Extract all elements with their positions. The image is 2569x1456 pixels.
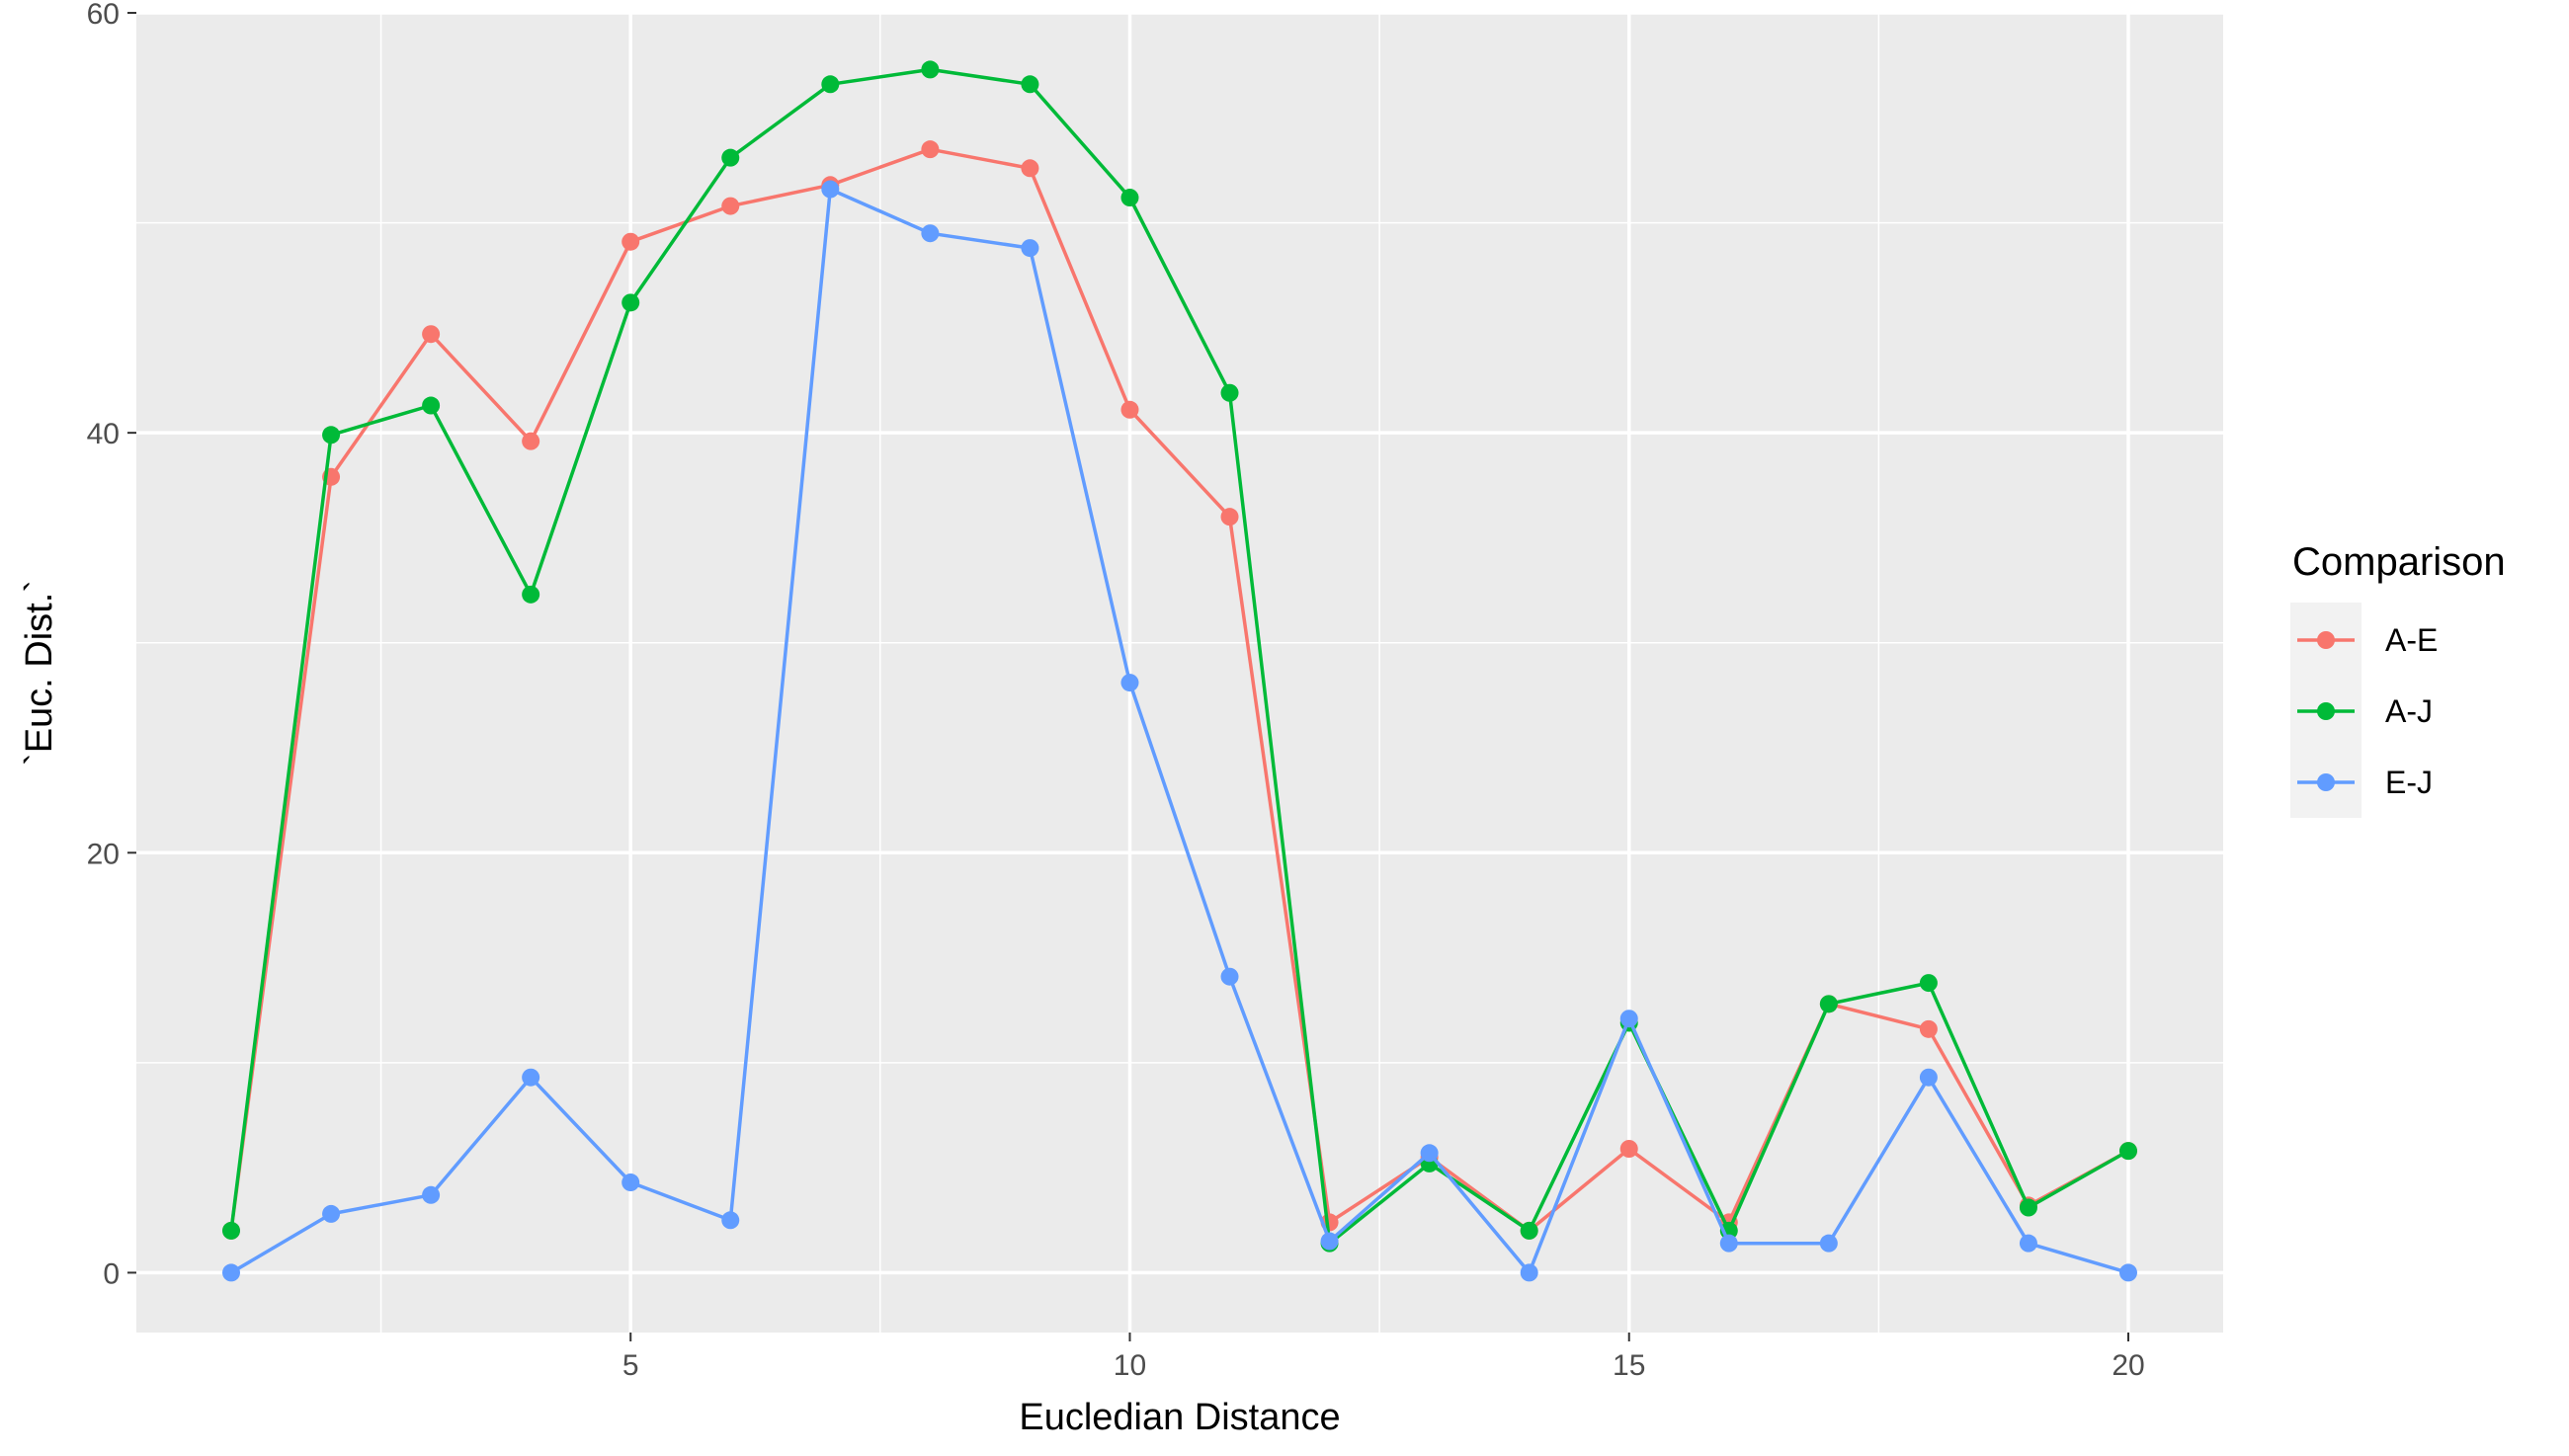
data-point-e-j xyxy=(422,1185,441,1204)
legend-title: Comparison xyxy=(2292,540,2506,584)
data-point-e-j xyxy=(1719,1234,1738,1253)
data-point-e-j xyxy=(2019,1234,2037,1253)
data-point-a-e xyxy=(721,197,740,215)
y-tick-label: 40 xyxy=(87,418,120,450)
x-tick-label: 10 xyxy=(1114,1349,1146,1382)
plot-panel xyxy=(136,13,2223,1333)
data-point-e-j xyxy=(821,180,840,199)
legend-label-a-e: A-E xyxy=(2385,622,2438,658)
y-axis-title: `Euc. Dist.` xyxy=(19,580,60,766)
data-point-a-e xyxy=(522,432,540,450)
data-point-a-j xyxy=(721,148,740,167)
data-point-e-j xyxy=(2119,1263,2137,1282)
data-point-e-j xyxy=(1320,1232,1339,1251)
data-point-a-j xyxy=(2019,1198,2037,1217)
legend-key-point-a-j xyxy=(2317,702,2335,720)
data-point-e-j xyxy=(1220,967,1239,986)
data-point-e-j xyxy=(1819,1234,1838,1253)
data-point-a-j xyxy=(1919,974,1938,993)
data-point-e-j xyxy=(1919,1068,1938,1087)
data-point-a-e xyxy=(1120,400,1139,419)
data-point-e-j xyxy=(1420,1144,1439,1163)
data-point-a-j xyxy=(1120,189,1139,207)
legend-key-point-e-j xyxy=(2317,773,2335,791)
axes-layer: 5 10 15 20 0 20 40 60 xyxy=(87,0,2145,1382)
data-point-a-j xyxy=(821,75,840,94)
series-line-a-j xyxy=(229,67,2129,1246)
data-point-e-j xyxy=(1120,674,1139,692)
y-tick-label: 20 xyxy=(87,838,120,870)
data-point-a-j xyxy=(2119,1142,2137,1161)
data-point-a-e xyxy=(1919,1019,1938,1038)
legend-label-a-j: A-J xyxy=(2385,693,2433,729)
data-point-a-j xyxy=(921,60,940,79)
data-point-e-j xyxy=(322,1204,341,1223)
legend-key-point-a-e xyxy=(2317,631,2335,649)
data-point-a-j xyxy=(1520,1221,1538,1240)
data-point-e-j xyxy=(1619,1010,1638,1028)
data-point-a-e xyxy=(622,232,640,251)
grid-minor xyxy=(136,13,2223,1333)
data-point-a-j xyxy=(1220,383,1239,402)
series-e-j xyxy=(222,180,2137,1282)
data-point-a-e xyxy=(422,325,441,344)
data-point-a-j xyxy=(1819,995,1838,1013)
data-point-e-j xyxy=(1520,1263,1538,1282)
x-axis-title: Eucledian Distance xyxy=(1019,1397,1340,1438)
data-point-e-j xyxy=(921,224,940,243)
x-tick-label: 5 xyxy=(622,1349,639,1382)
data-point-e-j xyxy=(721,1211,740,1230)
grid-major xyxy=(136,11,2223,1333)
y-tick-label: 60 xyxy=(87,0,120,31)
series-line-e-j xyxy=(230,187,2129,1275)
data-point-e-j xyxy=(622,1173,640,1192)
series-layer xyxy=(222,60,2137,1282)
legend: Comparison A-E A-J E-J xyxy=(2290,540,2506,818)
legend-label-e-j: E-J xyxy=(2385,765,2433,800)
data-point-e-j xyxy=(222,1263,240,1282)
data-point-a-j xyxy=(322,426,341,445)
x-tick-label: 15 xyxy=(1613,1349,1645,1382)
data-point-a-j xyxy=(1021,75,1039,94)
data-point-e-j xyxy=(522,1068,540,1087)
y-tick-label: 0 xyxy=(103,1257,120,1290)
data-point-a-j xyxy=(622,293,640,312)
data-point-e-j xyxy=(1021,239,1039,258)
data-point-a-e xyxy=(1021,159,1039,178)
data-point-a-e xyxy=(1220,508,1239,526)
data-point-a-e xyxy=(1619,1140,1638,1159)
data-point-a-j xyxy=(422,396,441,415)
data-point-a-j xyxy=(522,585,540,604)
x-tick-label: 20 xyxy=(2112,1349,2144,1382)
data-point-a-j xyxy=(222,1221,240,1240)
data-point-a-e xyxy=(921,140,940,159)
